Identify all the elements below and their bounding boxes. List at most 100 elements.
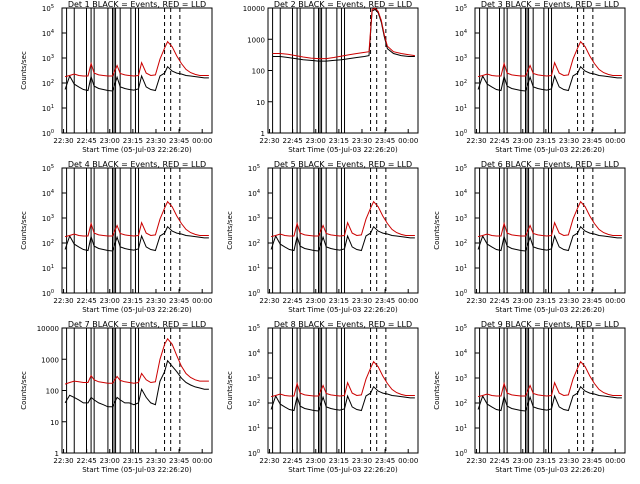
x-tick-label: 23:30	[352, 137, 372, 145]
y-axis-label: Counts/sec	[226, 371, 234, 410]
y-tick-label: 103	[455, 374, 467, 383]
y-tick-label: 103	[42, 214, 54, 223]
chart-panel-6: Det 6 BLACK = Events, RED = LLD 100 101 102…	[433, 160, 626, 314]
y-axis-label: Counts/sec	[20, 211, 28, 250]
x-tick-label: 23:30	[146, 457, 166, 465]
x-axis-label: Start Time (05-Jul-03 22:26:20)	[495, 146, 605, 154]
x-tick-label: 23:00	[100, 137, 120, 145]
x-axis-label: Start Time (05-Jul-03 22:26:20)	[495, 466, 605, 474]
y-tick-label: 105	[248, 324, 260, 333]
x-tick-label: 22:45	[283, 457, 303, 465]
x-tick-label: 23:15	[123, 297, 143, 305]
y-tick-label: 100	[252, 68, 265, 76]
y-tick-label: 103	[42, 54, 54, 63]
x-tick-label: 23:45	[169, 457, 189, 465]
x-tick-label: 23:30	[559, 457, 579, 465]
x-tick-label: 23:30	[146, 137, 166, 145]
y-tick-label: 103	[248, 374, 260, 383]
chart-title: Det 4 BLACK = Events, RED = LLD	[68, 160, 206, 169]
y-tick-label: 1000	[41, 356, 59, 364]
plot-frame	[267, 327, 419, 454]
series-line-events	[477, 65, 622, 92]
chart-panel-7: Det 7 BLACK = Events, RED = LLD 1 10 100 100…	[20, 320, 213, 474]
y-tick-label: 100	[248, 449, 260, 458]
y-tick-label: 102	[42, 239, 54, 248]
x-tick-label: 22:30	[53, 137, 73, 145]
x-tick-label: 00:00	[605, 457, 625, 465]
y-tick-label: 103	[455, 54, 467, 63]
series-line-events	[64, 225, 209, 252]
y-tick-label: 100	[46, 388, 59, 396]
x-tick-label: 23:30	[352, 457, 372, 465]
y-tick-label: 100	[455, 289, 467, 298]
y-axis-label: Counts/sec	[226, 211, 234, 250]
y-tick-label: 102	[455, 399, 467, 408]
x-axis-label: Start Time (05-Jul-03 22:26:20)	[288, 466, 398, 474]
x-tick-label: 22:45	[77, 457, 97, 465]
chart-title: Det 8 BLACK = Events, RED = LLD	[274, 320, 412, 329]
y-axis-label: Counts/sec	[20, 371, 28, 410]
x-tick-label: 22:30	[466, 457, 486, 465]
x-axis-label: Start Time (05-Jul-03 22:26:20)	[82, 306, 192, 314]
series-line-events	[477, 385, 622, 412]
series-line-lld	[64, 337, 209, 385]
series-line-events	[64, 65, 209, 92]
x-tick-label: 23:45	[582, 137, 602, 145]
y-tick-label: 104	[42, 29, 54, 38]
x-tick-label: 23:45	[582, 297, 602, 305]
chart-title: Det 3 BLACK = Events, RED = LLD	[481, 0, 619, 9]
plot-frame	[61, 327, 213, 454]
x-tick-label: 22:45	[77, 297, 97, 305]
y-tick-label: 1000	[247, 36, 265, 44]
y-tick-label: 101	[42, 264, 54, 273]
plot-frame	[267, 167, 419, 294]
y-tick-label: 104	[455, 349, 467, 358]
x-tick-label: 00:00	[398, 457, 418, 465]
x-tick-label: 23:45	[582, 457, 602, 465]
y-tick-label: 105	[455, 4, 467, 13]
x-tick-label: 22:30	[53, 297, 73, 305]
chart-panel-9: Det 9 BLACK = Events, RED = LLD 100 101 102…	[433, 320, 626, 474]
series-line-lld	[477, 200, 622, 238]
y-tick-label: 105	[42, 164, 54, 173]
x-tick-label: 22:30	[259, 137, 279, 145]
chart-panel-1: Det 1 BLACK = Events, RED = LLD 100 101 102…	[20, 0, 213, 154]
y-tick-label: 102	[455, 239, 467, 248]
y-tick-label: 104	[455, 189, 467, 198]
chart-panel-5: Det 5 BLACK = Events, RED = LLD 100 101 102…	[226, 160, 419, 314]
x-tick-label: 23:15	[123, 457, 143, 465]
x-tick-label: 22:30	[259, 297, 279, 305]
x-tick-label: 23:45	[375, 297, 395, 305]
x-tick-label: 23:00	[100, 297, 120, 305]
x-tick-label: 22:30	[466, 297, 486, 305]
x-tick-label: 00:00	[398, 297, 418, 305]
series-line-lld	[272, 7, 415, 60]
x-axis-label: Start Time (05-Jul-03 22:26:20)	[82, 146, 192, 154]
x-tick-label: 22:45	[490, 297, 510, 305]
x-tick-label: 23:30	[352, 297, 372, 305]
x-tick-label: 23:45	[375, 137, 395, 145]
y-tick-label: 101	[455, 104, 467, 113]
y-tick-label: 100	[248, 289, 260, 298]
x-tick-label: 00:00	[398, 137, 418, 145]
x-tick-label: 23:15	[536, 137, 556, 145]
y-tick-label: 102	[248, 239, 260, 248]
x-tick-label: 23:45	[169, 297, 189, 305]
x-tick-label: 23:00	[513, 457, 533, 465]
y-tick-label: 100	[42, 289, 54, 298]
series-line-events	[272, 8, 415, 62]
x-tick-label: 23:15	[329, 297, 349, 305]
series-line-events	[270, 225, 415, 252]
chart-title: Det 7 BLACK = Events, RED = LLD	[68, 320, 206, 329]
x-tick-label: 23:15	[123, 137, 143, 145]
x-tick-label: 23:30	[559, 137, 579, 145]
x-tick-label: 23:30	[559, 297, 579, 305]
y-tick-label: 105	[455, 324, 467, 333]
y-axis-label: Counts/sec	[433, 211, 441, 250]
y-tick-label: 103	[248, 214, 260, 223]
plot-frame	[61, 7, 213, 134]
series-line-lld	[64, 40, 209, 78]
y-axis-label: Counts/sec	[433, 371, 441, 410]
y-tick-label: 102	[42, 79, 54, 88]
chart-title: Det 2 BLACK = Events, RED = LLD	[274, 0, 412, 9]
